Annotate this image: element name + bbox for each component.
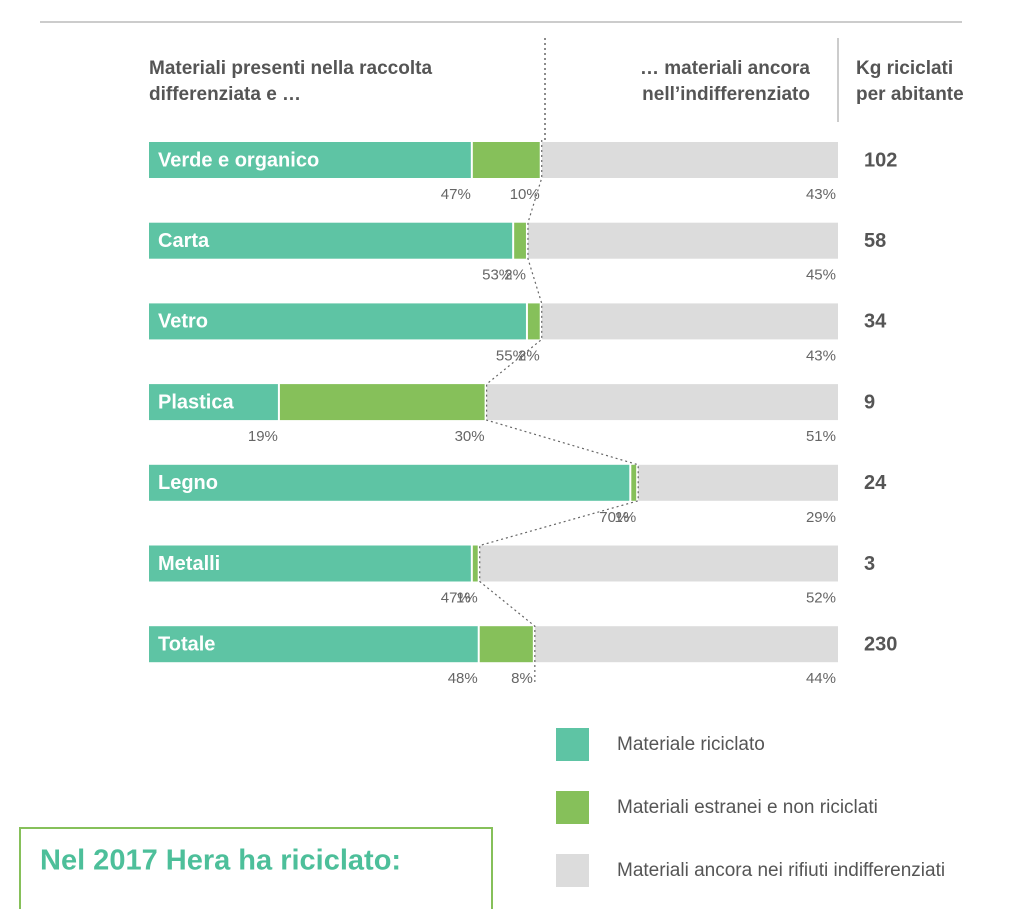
bar-segment xyxy=(479,545,838,582)
bar-segment xyxy=(149,545,471,582)
bar-segment xyxy=(149,384,278,421)
kg-value: 230 xyxy=(864,633,897,655)
bar-segment xyxy=(486,384,838,421)
value-label: 10% xyxy=(510,186,540,203)
bar-segment xyxy=(541,142,838,178)
category-label: Totale xyxy=(158,633,215,655)
bar-segment xyxy=(149,222,513,259)
legend-swatch xyxy=(556,728,589,761)
value-label: 29% xyxy=(806,509,836,526)
value-label: 53% xyxy=(482,267,512,284)
bar-segment xyxy=(149,142,471,178)
bar-segment xyxy=(149,464,630,501)
value-label: 8% xyxy=(511,670,533,687)
value-label: 43% xyxy=(806,186,836,203)
bar-segment xyxy=(479,626,533,663)
bar-segment xyxy=(514,222,526,259)
bar-segment xyxy=(527,222,838,259)
header-text: Materiali presenti nella raccolta differ… xyxy=(149,58,433,105)
legend-swatch xyxy=(556,791,589,824)
category-label: Metalli xyxy=(158,553,220,575)
value-label: 51% xyxy=(806,428,836,445)
kg-value: 58 xyxy=(864,230,886,252)
kg-value: 3 xyxy=(864,553,875,575)
value-label: 70% xyxy=(599,509,629,526)
legend-label: Materiali ancora nei rifiuti indifferenz… xyxy=(617,860,945,881)
bar-segment xyxy=(631,464,637,501)
bar-segment xyxy=(472,545,478,582)
value-label: 47% xyxy=(441,589,471,606)
value-label: 55% xyxy=(496,347,526,364)
bar-segment xyxy=(638,464,838,501)
category-label: Vetro xyxy=(158,311,208,333)
category-label: Carta xyxy=(158,230,210,252)
left-header: Materiali presenti nella raccolta differ… xyxy=(149,58,433,105)
legend-label: Materiale riciclato xyxy=(617,734,765,755)
value-label: 19% xyxy=(248,428,278,445)
category-label: Legno xyxy=(158,472,218,494)
box-title: Nel 2017 Hera ha riciclato: xyxy=(40,845,401,877)
bar-segment xyxy=(149,303,526,340)
value-label: 44% xyxy=(806,670,836,687)
summary-box xyxy=(19,827,493,909)
kg-value: 9 xyxy=(864,391,875,413)
legend-swatch xyxy=(556,854,589,887)
header-text: Kg riciclati per abitante xyxy=(856,58,964,105)
value-label: 30% xyxy=(455,428,485,445)
value-label: 48% xyxy=(448,670,478,687)
value-label: 43% xyxy=(806,347,836,364)
bar-segment xyxy=(534,626,838,663)
bar-segment xyxy=(279,384,485,421)
value-label: 2% xyxy=(518,347,540,364)
kg-value: 24 xyxy=(864,472,887,494)
value-label: 47% xyxy=(441,186,471,203)
value-label: 2% xyxy=(504,267,526,284)
bar-segment xyxy=(472,142,540,178)
header-text: … materiali ancora nell’indifferenziato xyxy=(639,58,810,105)
value-label: 1% xyxy=(615,509,637,526)
value-label: 1% xyxy=(456,589,478,606)
kg-value: 34 xyxy=(864,311,887,333)
category-label: Plastica xyxy=(158,391,234,413)
kg-value: 102 xyxy=(864,149,897,171)
legend-label: Materiali estranei e non riciclati xyxy=(617,797,878,818)
category-label: Verde e organico xyxy=(158,149,319,171)
bar-segment xyxy=(527,303,540,340)
value-label: 45% xyxy=(806,267,836,284)
value-label: 52% xyxy=(806,589,836,606)
bar-segment xyxy=(149,626,478,663)
bar-segment xyxy=(541,303,838,340)
